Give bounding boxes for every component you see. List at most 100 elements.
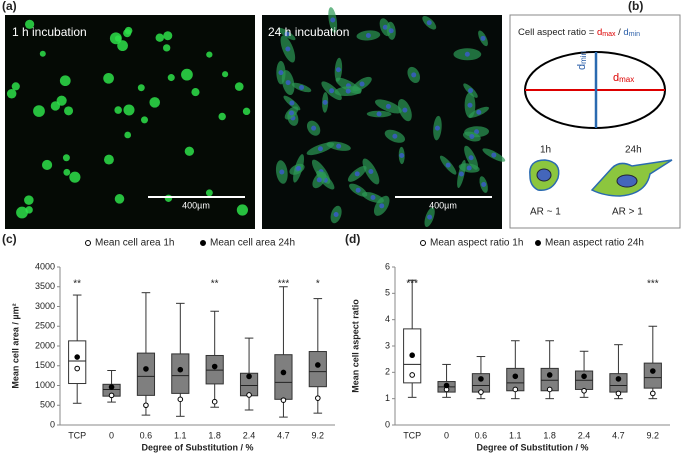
nucleus <box>426 20 432 26</box>
nucleus <box>317 146 323 152</box>
x-tick-label: 0.6 <box>475 430 488 440</box>
mean-marker <box>581 373 587 380</box>
x-tick-label: 1.1 <box>174 430 187 440</box>
ar-label: AR ~ 1 <box>530 207 561 218</box>
box <box>643 362 662 389</box>
x-tick-label: 0 <box>109 430 114 440</box>
legend-label: Mean cell area 24h <box>210 238 295 249</box>
nucleus <box>474 129 480 135</box>
y-tick-label: 3 <box>385 340 390 350</box>
cell <box>11 82 20 91</box>
x-axis-label: Degree of Substitution / % <box>141 442 253 452</box>
nucleus <box>330 17 336 23</box>
mean-marker <box>280 397 287 403</box>
cell <box>236 204 248 216</box>
cell <box>69 171 81 183</box>
y-tick-label: 0 <box>50 419 55 429</box>
mean-marker <box>108 384 115 390</box>
mean-marker <box>246 392 252 398</box>
y-tick-label: 2000 <box>35 340 55 350</box>
nucleus <box>445 162 451 168</box>
nucleus <box>616 174 638 188</box>
nucleus <box>468 88 474 94</box>
cell <box>16 206 28 219</box>
x-tick-label: 1.8 <box>208 430 221 440</box>
cell <box>181 68 193 81</box>
nucleus <box>284 31 290 37</box>
y-tick-label: 3000 <box>35 301 55 311</box>
nucleus <box>365 32 371 38</box>
nucleus <box>299 84 305 90</box>
panel-label: (c) <box>2 232 17 246</box>
box <box>171 353 190 394</box>
y-tick-label: 500 <box>40 400 55 410</box>
legend-marker <box>200 240 206 246</box>
x-tick-label: 9.2 <box>647 430 660 440</box>
mean-marker <box>211 398 218 405</box>
nucleus <box>345 88 351 94</box>
nucleus <box>480 35 486 41</box>
y-tick-label: 4000 <box>35 261 55 271</box>
x-tick-label: 2.4 <box>578 430 591 440</box>
cell <box>59 75 71 87</box>
nucleus <box>285 46 291 52</box>
cell <box>123 104 135 116</box>
nucleus <box>316 177 322 183</box>
nucleus <box>278 70 284 76</box>
mean-marker <box>409 372 415 378</box>
x-tick-label: 4.7 <box>612 430 625 440</box>
nucleus <box>370 194 376 200</box>
nucleus <box>354 171 360 177</box>
cell-time: 24h <box>625 145 642 156</box>
mean-marker <box>280 369 287 376</box>
cell <box>41 159 53 171</box>
mean-marker <box>650 390 656 397</box>
y-tick-label: 2500 <box>35 321 55 331</box>
nucleus <box>289 110 295 116</box>
cell <box>205 189 213 197</box>
cell <box>56 95 67 106</box>
nucleus <box>399 152 405 158</box>
cell <box>155 33 164 42</box>
mean-marker <box>108 392 115 399</box>
nucleus <box>359 81 365 87</box>
panel-label: (a) <box>2 0 17 13</box>
scale-label: 400µm <box>429 200 457 210</box>
nucleus <box>285 80 291 86</box>
cell <box>62 154 70 162</box>
x-tick-label: 1.8 <box>543 430 556 440</box>
cell <box>114 194 125 204</box>
nucleus <box>411 72 417 78</box>
cell <box>242 107 251 116</box>
mean-marker <box>74 365 80 372</box>
x-tick-label: 0.6 <box>140 430 153 440</box>
significance: * <box>316 279 320 290</box>
mean-marker <box>546 372 553 378</box>
mean-marker <box>315 362 321 368</box>
panel-label: (d) <box>345 232 360 246</box>
significance: ** <box>211 279 219 290</box>
nucleus <box>382 24 388 30</box>
cell <box>234 82 244 91</box>
legend-marker <box>535 240 541 246</box>
box <box>308 351 327 388</box>
d-min-label: dmin <box>576 51 588 70</box>
nucleus <box>481 182 487 188</box>
mean-marker <box>615 390 622 397</box>
cell <box>191 88 200 97</box>
mean-marker <box>615 376 622 382</box>
y-tick-label: 1500 <box>35 360 55 370</box>
cell <box>123 29 132 38</box>
cell <box>206 51 213 58</box>
panel-label: (b) <box>628 0 643 13</box>
cell <box>33 105 45 117</box>
nucleus <box>434 125 440 131</box>
cell <box>24 195 34 205</box>
cell <box>124 131 132 139</box>
cell <box>137 84 145 92</box>
x-tick-label: TCP <box>68 430 86 440</box>
mean-marker <box>315 395 321 401</box>
y-tick-label: 0 <box>385 419 390 429</box>
mean-marker <box>177 396 184 403</box>
cells <box>6 7 506 227</box>
